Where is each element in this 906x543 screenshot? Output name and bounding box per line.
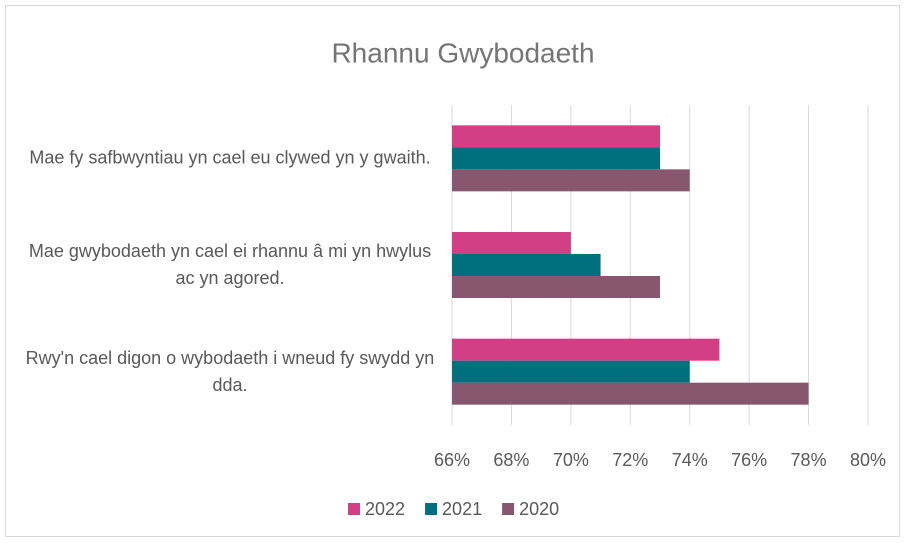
x-tick-label: 72% <box>612 450 648 470</box>
x-tick-label: 80% <box>850 450 886 470</box>
bar <box>452 125 660 148</box>
legend-label: 2021 <box>442 499 482 519</box>
x-tick-label: 74% <box>672 450 708 470</box>
x-tick-label: 70% <box>553 450 589 470</box>
x-tick-label: 78% <box>791 450 827 470</box>
x-tick-label: 68% <box>493 450 529 470</box>
bar <box>452 254 601 276</box>
legend-label: 2020 <box>519 499 559 519</box>
bar <box>452 338 720 361</box>
bar <box>452 382 809 405</box>
chart-title: Rhannu Gwybodaeth <box>331 37 594 68</box>
x-tick-label: 66% <box>434 450 470 470</box>
y-tick-label: Rwy'n cael digon o wybodaeth i wneud fy … <box>25 347 435 395</box>
bar <box>452 147 660 170</box>
bar <box>452 360 690 383</box>
legend-swatch <box>348 503 360 515</box>
legend-swatch <box>502 503 515 515</box>
bar <box>452 276 660 298</box>
y-tick-label: Mae fy safbwyntiau yn cael eu clywed yn … <box>29 147 431 168</box>
x-tick-label: 76% <box>731 450 767 470</box>
legend-label: 2022 <box>365 499 405 519</box>
bar <box>452 169 690 192</box>
bar <box>452 232 571 254</box>
legend-swatch <box>425 503 438 515</box>
y-tick-label: Mae gwybodaeth yn cael ei rhannu â mi yn… <box>28 241 432 288</box>
